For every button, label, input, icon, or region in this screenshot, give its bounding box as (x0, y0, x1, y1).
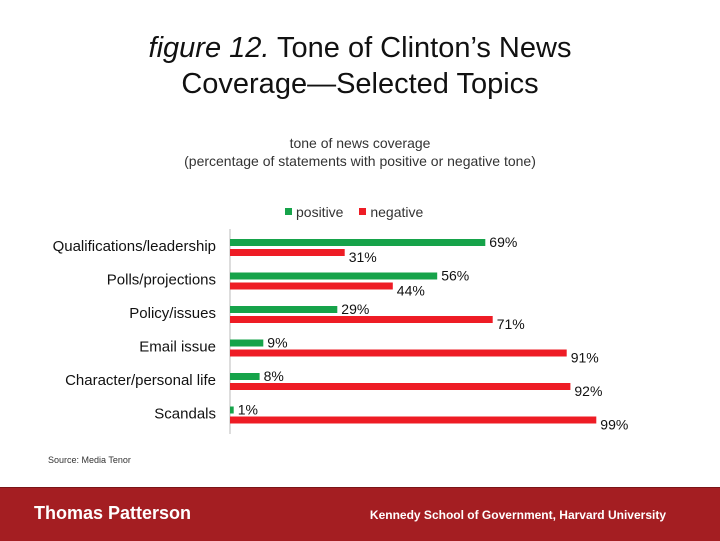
category-label-scandals: Scandals (154, 406, 216, 423)
bar-positive-scandals (230, 406, 234, 414)
legend-label-positive: positive (296, 203, 344, 220)
bar-negative-character-personal-life (230, 383, 571, 390)
bar-negative-scandals (230, 416, 597, 424)
bar-positive-character-personal-life (230, 373, 260, 380)
subtitle-line2: (percentage of statements with positive … (184, 153, 536, 169)
legend-swatch-positive (285, 208, 292, 215)
footer-institution: Kennedy School of Government, Harvard Un… (369, 508, 666, 522)
data-label-positive-polls-projections: 56% (441, 268, 469, 284)
bar-positive-qualifications-leadership (230, 239, 486, 246)
data-label-negative-character-personal-life: 92% (574, 383, 602, 399)
footer-bar: Thomas Patterson Kennedy School of Gover… (0, 487, 720, 541)
chart-title: figure 12. Tone of Clinton’s News Covera… (0, 30, 720, 102)
subtitle-line1: tone of news coverage (289, 135, 431, 151)
chart-legend: positive negative (285, 202, 435, 220)
category-label-policy-issues: Policy/issues (129, 305, 216, 322)
data-label-positive-policy-issues: 29% (341, 301, 369, 317)
source-note: Source: Media Tenor (48, 455, 131, 465)
footer-author: Thomas Patterson (34, 503, 192, 523)
bar-negative-qualifications-leadership (230, 249, 345, 256)
title-text-line2: Coverage—Selected Topics (181, 68, 539, 100)
chart-subtitle: tone of news coverage (percentage of sta… (0, 134, 720, 170)
data-label-negative-qualifications-leadership: 31% (349, 249, 377, 265)
data-label-negative-polls-projections: 44% (397, 283, 425, 299)
bar-positive-policy-issues (230, 306, 338, 313)
legend-item-negative: negative (359, 204, 423, 220)
bar-negative-email-issue (230, 349, 567, 357)
category-label-character-personal-life: Character/personal life (65, 372, 216, 389)
category-label-email-issue: Email issue (139, 339, 216, 356)
bar-positive-polls-projections (230, 272, 438, 280)
data-label-positive-qualifications-leadership: 69% (489, 234, 517, 250)
figure-number: figure 12. (148, 32, 270, 64)
data-label-negative-email-issue: 91% (571, 350, 599, 366)
data-label-negative-policy-issues: 71% (497, 316, 525, 332)
category-label-qualifications-leadership: Qualifications/leadership (53, 238, 216, 255)
data-label-positive-email-issue: 9% (267, 335, 287, 351)
legend-swatch-negative (359, 208, 367, 215)
bar-chart: Qualifications/leadership 69% 31% Polls/pro… (53, 229, 628, 434)
bar-negative-polls-projections (230, 282, 393, 290)
title-text-line1: Tone of Clinton’s News (269, 32, 572, 64)
data-label-positive-scandals: 1% (238, 402, 258, 418)
data-label-positive-character-personal-life: 8% (264, 368, 284, 384)
bar-positive-email-issue (230, 339, 264, 347)
legend-item-positive: positive (285, 204, 343, 220)
legend-label-negative: negative (370, 203, 424, 220)
category-label-polls-projections: Polls/projections (107, 272, 216, 289)
data-label-negative-scandals: 99% (600, 417, 628, 433)
chart-title-line1: figure 12. Tone of Clinton’s News (0, 30, 720, 66)
bar-negative-policy-issues (230, 316, 493, 323)
